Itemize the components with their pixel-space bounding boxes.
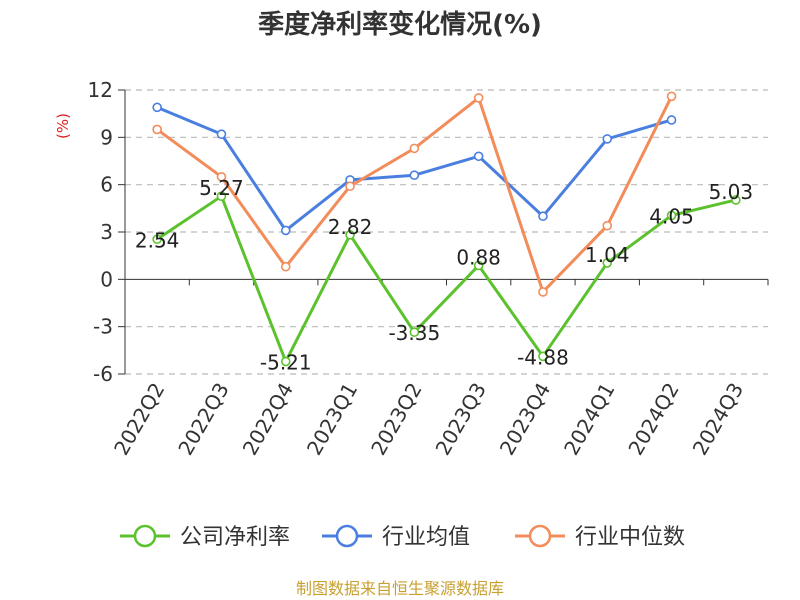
data-point xyxy=(152,102,162,113)
y-tick-label: 9 xyxy=(100,125,113,149)
series-line xyxy=(156,194,737,364)
data-point xyxy=(731,195,741,205)
data-point xyxy=(345,181,355,192)
data-point xyxy=(602,258,613,268)
legend-item[interactable]: 行业中位数 xyxy=(515,524,685,550)
data-point xyxy=(409,327,420,337)
data-point xyxy=(538,351,548,362)
data-point xyxy=(216,171,227,182)
legend-label: 公司净利率 xyxy=(180,525,290,550)
x-tick-label: 2022Q2 xyxy=(109,379,169,460)
data-point xyxy=(216,129,227,139)
legend-marker xyxy=(133,524,157,548)
y-tick-label: 0 xyxy=(100,267,113,291)
x-tick-label: 2023Q4 xyxy=(495,379,555,460)
x-tick-label: 2024Q1 xyxy=(559,379,619,460)
data-point xyxy=(666,115,677,125)
y-tick-label: 6 xyxy=(100,173,113,197)
data-label: 0.88 xyxy=(456,245,501,269)
data-point xyxy=(280,356,291,367)
data-point xyxy=(473,151,484,162)
data-label: 4.05 xyxy=(649,204,694,228)
y-axis-label: (%) xyxy=(54,113,72,139)
data-label: -3.35 xyxy=(388,321,440,345)
data-point xyxy=(152,234,162,245)
data-point xyxy=(280,225,291,236)
data-point xyxy=(602,134,613,144)
y-tick-label: 12 xyxy=(88,78,113,102)
data-point xyxy=(409,170,420,180)
x-tick-label: 2024Q2 xyxy=(623,379,683,460)
y-tick-label: 3 xyxy=(100,220,113,244)
data-label: 1.04 xyxy=(585,243,630,267)
data-point xyxy=(666,210,677,221)
legend-item[interactable]: 行业均值 xyxy=(322,524,470,550)
legend-marker xyxy=(528,524,552,548)
x-tick-label: 2023Q3 xyxy=(431,379,491,460)
series-line xyxy=(156,105,672,232)
x-tick-label: 2022Q4 xyxy=(238,379,298,460)
legend[interactable]: 公司净利率 行业均值 行业中位数 xyxy=(120,524,685,550)
x-tick-label: 2024Q3 xyxy=(688,379,748,460)
legend-item[interactable]: 公司净利率 xyxy=(120,524,290,550)
data-point xyxy=(602,220,613,231)
series-lines xyxy=(152,91,741,367)
y-tick-label: -3 xyxy=(93,315,113,339)
source-note: 制图数据来自恒生聚源数据库 xyxy=(296,579,504,598)
data-point xyxy=(538,287,548,297)
legend-label: 行业中位数 xyxy=(575,525,685,550)
data-point xyxy=(216,191,227,201)
data-label: 2.54 xyxy=(135,228,180,252)
x-tick-label: 2023Q2 xyxy=(366,379,426,460)
data-point xyxy=(538,211,548,222)
data-label: -4.88 xyxy=(517,345,569,369)
x-tick-label: 2022Q3 xyxy=(173,379,233,460)
chart-title: 季度净利率变化情况(%) xyxy=(258,9,542,40)
data-point xyxy=(152,124,162,135)
data-point xyxy=(345,230,355,240)
data-point xyxy=(473,93,484,103)
legend-marker xyxy=(335,524,359,548)
data-point xyxy=(666,91,677,102)
legend-label: 行业均值 xyxy=(382,525,470,550)
x-tick-label: 2023Q1 xyxy=(302,379,362,460)
data-label: 5.03 xyxy=(709,180,754,204)
data-point xyxy=(280,261,291,272)
data-point xyxy=(473,260,484,271)
data-labels: 2.54 5.27 -5.21 2.82 -3.35 0.88 -4.88 1.04 4.05 5… xyxy=(135,176,753,374)
data-label: -5.21 xyxy=(260,351,312,375)
y-tick-label: -6 xyxy=(93,362,113,386)
data-label: 2.82 xyxy=(328,215,373,239)
data-label: 5.27 xyxy=(199,176,244,200)
gridlines xyxy=(125,89,768,375)
data-point xyxy=(409,143,420,154)
